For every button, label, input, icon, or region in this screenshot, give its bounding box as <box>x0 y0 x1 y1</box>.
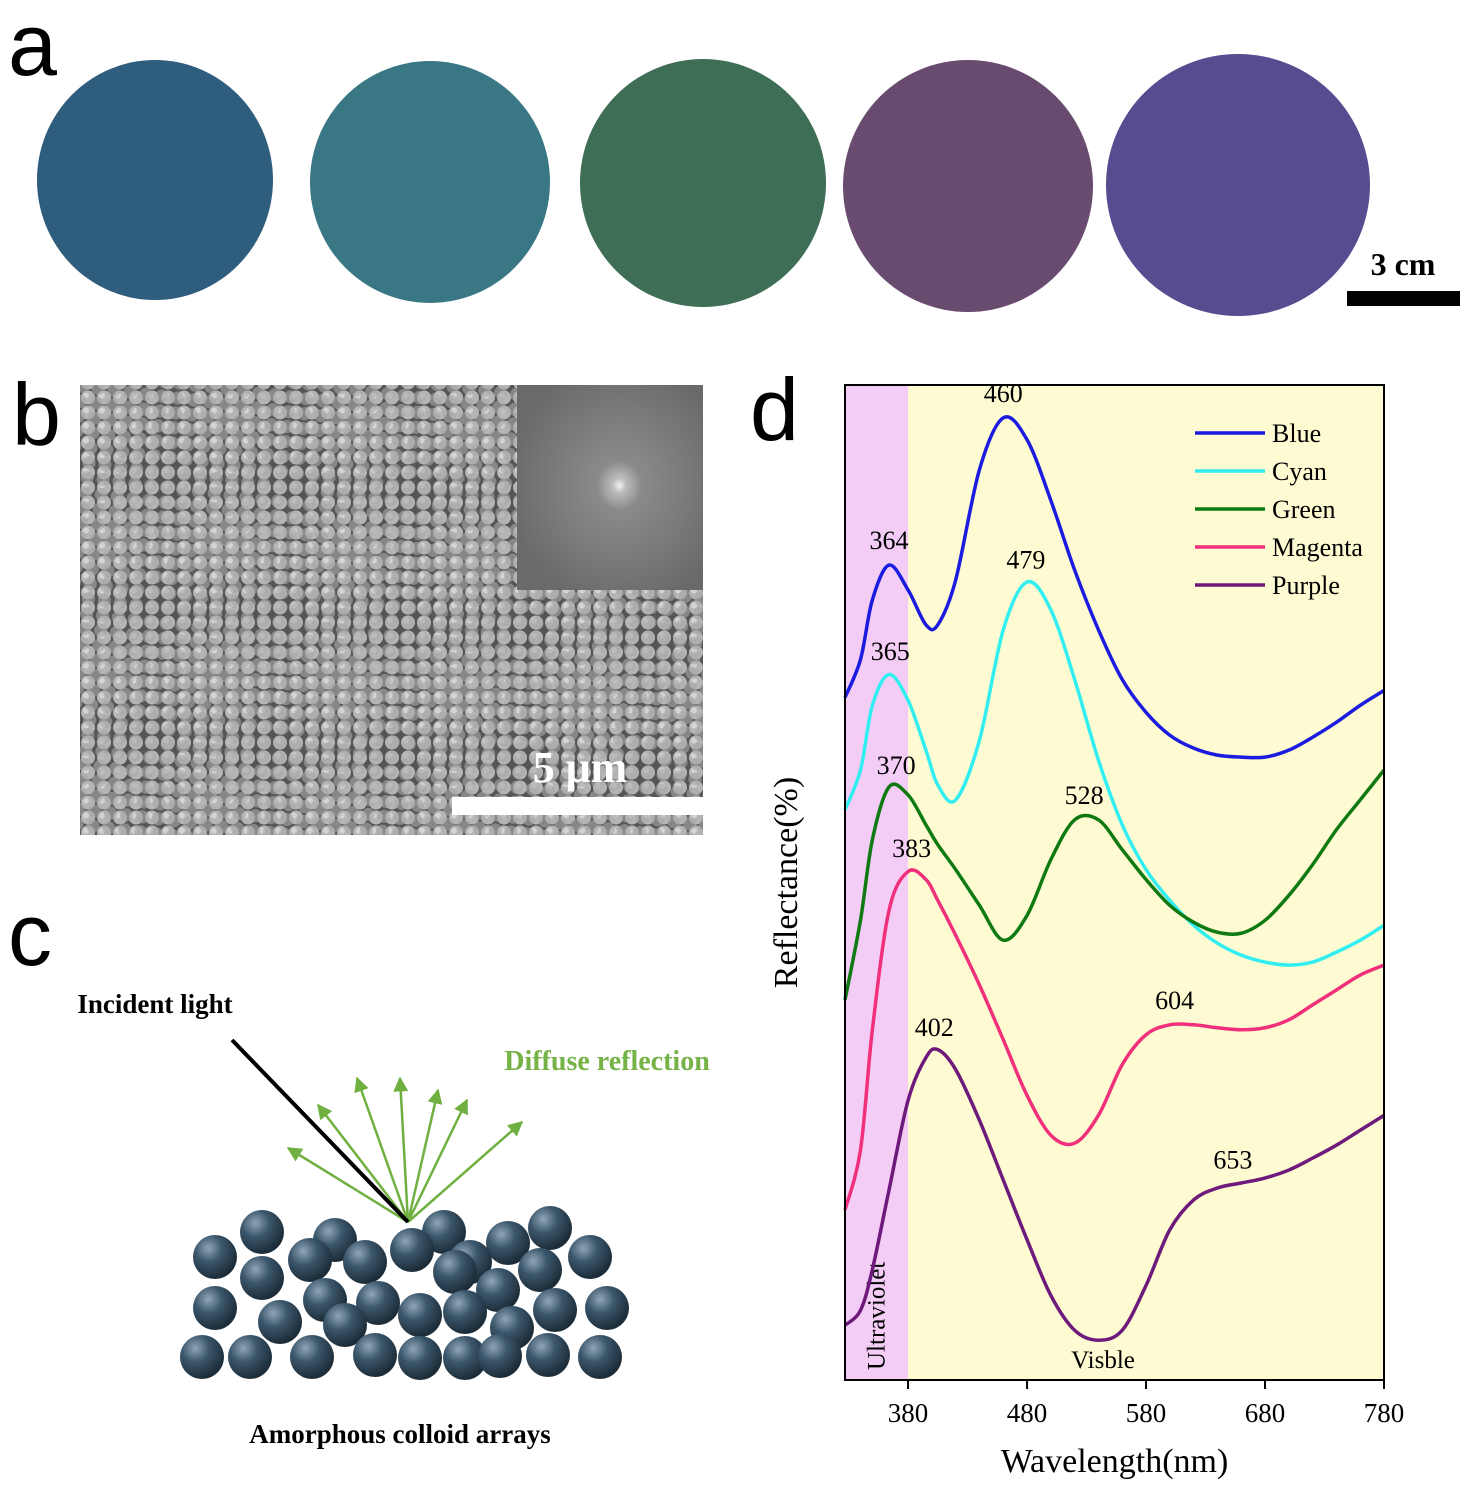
panel-label: d <box>750 360 799 459</box>
colloid-sphere <box>443 1290 487 1334</box>
incident-ray <box>232 1040 408 1222</box>
colloid-sphere <box>518 1248 562 1292</box>
colloid-sphere <box>353 1333 397 1377</box>
region-label: Ultraviolet <box>864 1262 891 1370</box>
sample-photo <box>37 60 273 300</box>
sample-photo <box>310 61 550 303</box>
colloid-sphere <box>478 1334 522 1378</box>
reflection-arrow <box>408 1090 438 1222</box>
reflection-arrows <box>288 1078 522 1222</box>
y-axis-label: Reflectance(%) <box>768 777 805 988</box>
colloid-sphere <box>240 1210 284 1254</box>
colloid-sphere <box>398 1293 442 1337</box>
scale-bar <box>452 797 703 815</box>
colloid-sphere <box>533 1288 577 1332</box>
x-tick-label: 380 <box>888 1398 929 1428</box>
x-tick-label: 780 <box>1364 1398 1405 1428</box>
panel-label: a <box>8 0 57 94</box>
x-axis-label: Wavelength(nm) <box>1001 1443 1229 1480</box>
panel-label: c <box>8 885 52 984</box>
legend-label: Cyan <box>1272 457 1327 486</box>
sample-photo <box>1106 54 1370 316</box>
reflection-arrow <box>408 1100 467 1222</box>
scale-bar-label: 3 cm <box>1371 246 1436 282</box>
peak-label: 653 <box>1213 1146 1252 1175</box>
x-tick-label: 580 <box>1126 1398 1167 1428</box>
schematic-caption: Amorphous colloid arrays <box>249 1419 551 1449</box>
colloid-sphere <box>568 1235 612 1279</box>
region-label: Visble <box>1071 1347 1135 1374</box>
colloid-sphere <box>526 1333 570 1377</box>
peak-label: 370 <box>877 751 916 780</box>
colloid-sphere <box>193 1286 237 1330</box>
colloid-sphere <box>290 1335 334 1379</box>
reflection-arrow <box>318 1105 408 1222</box>
peak-label: 402 <box>915 1013 954 1042</box>
fft-inset <box>517 385 703 590</box>
colloid-sphere <box>578 1335 622 1379</box>
legend-label: Magenta <box>1272 533 1363 562</box>
sample-photo <box>580 59 826 307</box>
colloid-sphere <box>193 1235 237 1279</box>
scale-bar-label: 5 μm <box>533 743 628 792</box>
x-tick-label: 680 <box>1245 1398 1286 1428</box>
colloid-sphere <box>585 1286 629 1330</box>
colloid-sphere <box>288 1238 332 1282</box>
reflection-label: Diffuse reflection <box>504 1046 710 1077</box>
colloid-sphere <box>343 1240 387 1284</box>
peak-label: 479 <box>1006 545 1045 574</box>
legend-label: Green <box>1272 495 1336 524</box>
colloid-sphere <box>528 1206 572 1250</box>
colloid-sphere <box>398 1336 442 1380</box>
colloid-sphere <box>180 1335 224 1379</box>
incident-label: Incident light <box>77 989 232 1019</box>
legend-label: Purple <box>1272 571 1340 600</box>
panel-label: b <box>12 365 61 464</box>
scale-bar <box>1347 291 1460 306</box>
peak-label: 364 <box>870 526 909 555</box>
legend-label: Blue <box>1272 419 1321 448</box>
figure: a 3 cm b 5 μm c Incident light Diffuse r… <box>0 0 1460 1491</box>
colloid-array <box>180 1206 629 1380</box>
reflection-arrow <box>408 1122 522 1222</box>
colloid-sphere <box>258 1300 302 1344</box>
x-tick-label: 480 <box>1007 1398 1048 1428</box>
peak-label: 528 <box>1065 781 1104 810</box>
peak-label: 383 <box>892 834 931 863</box>
colloid-sphere <box>228 1335 272 1379</box>
colloid-sphere <box>390 1228 434 1272</box>
sample-photo <box>843 60 1093 312</box>
peak-label: 460 <box>984 379 1023 408</box>
colloid-sphere <box>240 1256 284 1300</box>
peak-label: 604 <box>1155 986 1194 1015</box>
peak-label: 365 <box>871 637 910 666</box>
colloid-sphere <box>433 1250 477 1294</box>
reflectance-chart: Ultraviolet Visble 380 480 580 680 780 364 460 Bl… <box>768 379 1404 1480</box>
